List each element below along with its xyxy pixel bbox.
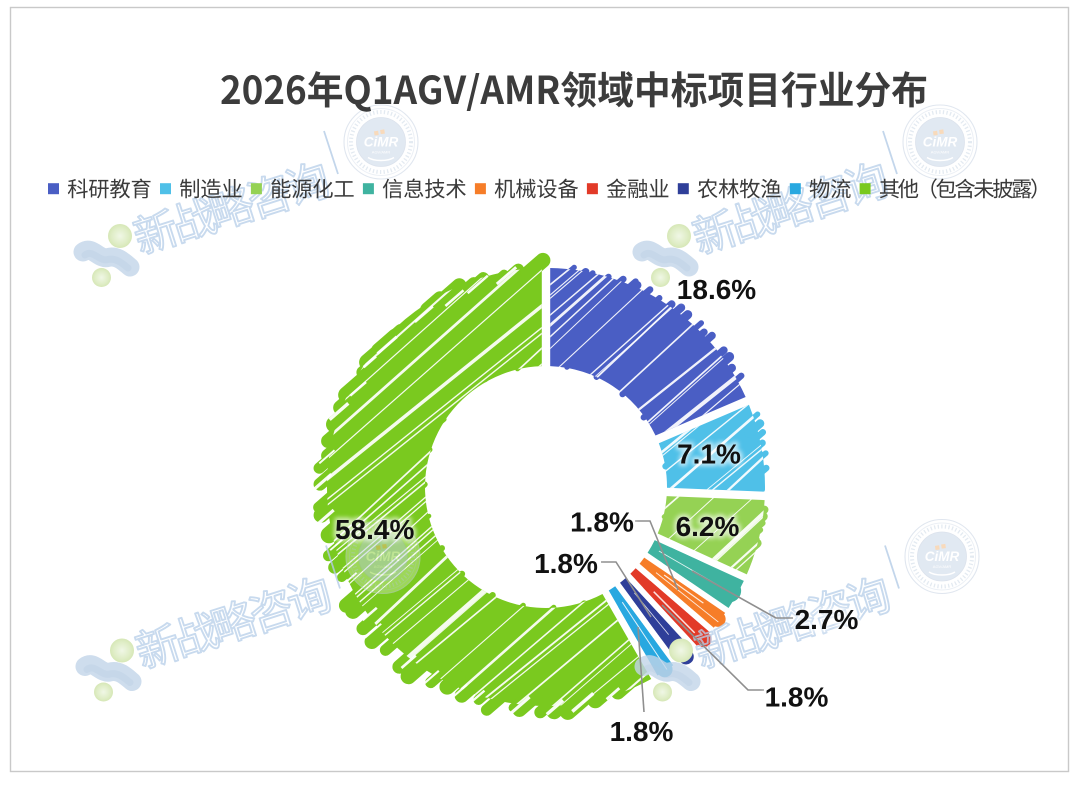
svg-text:6.2%: 6.2% [676, 511, 740, 542]
svg-text:18.6%: 18.6% [677, 274, 756, 305]
svg-text:2.7%: 2.7% [795, 604, 859, 635]
svg-text:1.8%: 1.8% [610, 716, 674, 747]
svg-text:1.8%: 1.8% [570, 507, 634, 538]
svg-text:CiMR: CiMR [364, 135, 399, 150]
svg-text:AGV/AMR: AGV/AMR [374, 564, 393, 569]
svg-text:CiMR: CiMR [366, 549, 401, 564]
svg-text:1.8%: 1.8% [765, 682, 829, 713]
svg-text:18.6%: 18.6% [677, 274, 756, 305]
svg-text:7.1%: 7.1% [677, 439, 741, 470]
svg-text:AGV/AMR: AGV/AMR [372, 150, 391, 155]
svg-text:CiMR: CiMR [923, 135, 958, 150]
svg-text:CiMR: CiMR [925, 549, 960, 564]
svg-text:58.4%: 58.4% [335, 514, 414, 545]
svg-text:AGV/AMR: AGV/AMR [933, 564, 952, 569]
svg-text:7.1%: 7.1% [677, 439, 741, 470]
svg-text:AGV/AMR: AGV/AMR [931, 150, 950, 155]
svg-text:1.8%: 1.8% [534, 548, 598, 579]
svg-text:1.8%: 1.8% [534, 548, 598, 579]
svg-text:1.8%: 1.8% [570, 507, 634, 538]
svg-text:1.8%: 1.8% [610, 716, 674, 747]
svg-text:1.8%: 1.8% [765, 682, 829, 713]
svg-text:6.2%: 6.2% [676, 511, 740, 542]
svg-text:2.7%: 2.7% [795, 604, 859, 635]
svg-text:58.4%: 58.4% [335, 514, 414, 545]
